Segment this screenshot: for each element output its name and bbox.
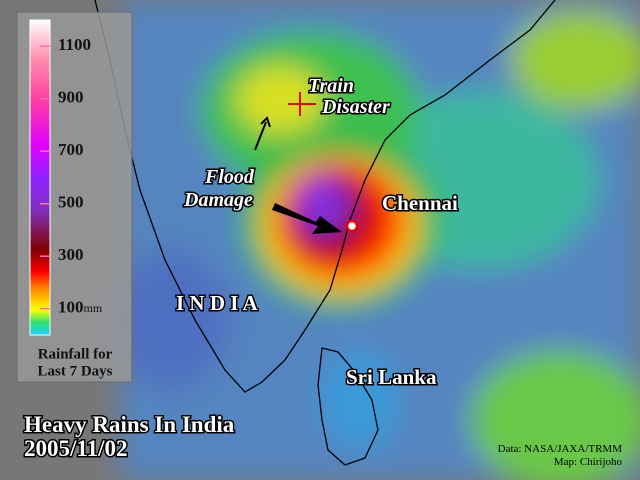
annotation: Flood (204, 166, 255, 188)
tick-label: 100mm (58, 298, 103, 317)
coastline (94, 0, 556, 393)
country-label: Sri Lanka (346, 365, 437, 389)
city-label: Chennai (382, 191, 458, 215)
tick-label: 500 (58, 193, 84, 212)
credit: Map: Chirijoho (554, 456, 623, 468)
map-date: 2005/11/02 (24, 436, 128, 461)
legend-ticks: 100mm 300 500 700 900 1100 (40, 35, 103, 317)
credit: Data: NASA/JAXA/TRMM (498, 443, 623, 455)
country-label: I N D I A (176, 291, 259, 315)
color-bar (29, 19, 51, 336)
unit-label: mm (84, 301, 103, 315)
annotation: Disaster (321, 96, 390, 118)
annotation: Damage (183, 189, 253, 211)
rainfall-field (110, 0, 640, 480)
annotation: Train (308, 75, 354, 97)
legend-title: Rainfall for (38, 346, 113, 362)
tick-label: 900 (58, 88, 84, 107)
tick-label: 300 (58, 245, 84, 264)
chennai-marker (345, 219, 359, 233)
sri-lanka-outline (317, 347, 379, 466)
map-title: Heavy Rains In India (24, 412, 235, 437)
tick-label: 1100 (58, 35, 91, 54)
legend-title: Last 7 Days (37, 363, 112, 379)
tick-label: 700 (58, 140, 84, 159)
arrow (272, 203, 342, 234)
arrow (254, 116, 271, 151)
